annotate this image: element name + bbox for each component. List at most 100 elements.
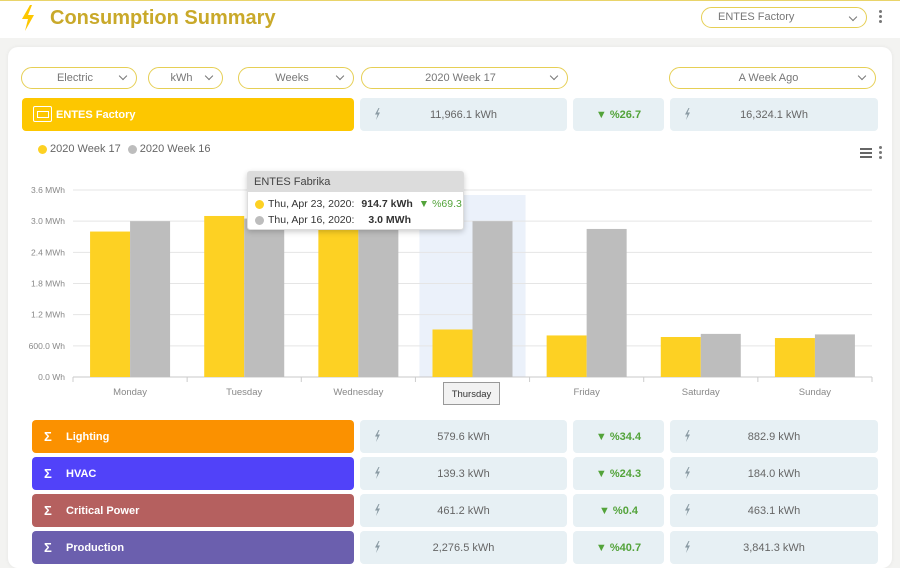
compare-value: A Week Ago <box>738 72 799 84</box>
kebab-menu-icon[interactable] <box>879 10 883 25</box>
legend-item-week16[interactable]: 2020 Week 16 <box>127 143 211 155</box>
unit-select[interactable]: kWh <box>148 67 223 89</box>
breakdown-change-value: ▼ %40.7 <box>595 542 642 554</box>
breakdown-change-cell: ▼ %0.4 <box>573 494 664 527</box>
tooltip-dot <box>255 215 264 225</box>
breakdown-previous-value: 3,841.3 kWh <box>743 542 805 554</box>
tooltip-dot <box>255 199 264 209</box>
x-tick-label: Wednesday <box>333 387 383 398</box>
y-tick-label: 600.0 Wh <box>29 341 66 351</box>
bar-week16 <box>358 222 399 377</box>
tooltip-line-previous: Thu, Apr 16, 2020: 3.0 MWh <box>255 214 411 226</box>
bar-week17 <box>774 338 815 377</box>
bar-week17 <box>318 222 359 377</box>
breakdown-label-cell[interactable]: Σ Lighting <box>32 420 354 453</box>
breakdown-current-value: 139.3 kWh <box>437 468 490 480</box>
sigma-icon: Σ <box>44 466 52 481</box>
breakdown-previous-value: 184.0 kWh <box>747 468 801 480</box>
breakdown-change-value: ▼ %34.4 <box>595 431 642 443</box>
bolt-icon <box>375 504 380 516</box>
week-value: 2020 Week 17 <box>425 72 496 84</box>
bar-week16 <box>700 333 741 377</box>
breakdown-change-value: ▼ %24.3 <box>595 468 642 480</box>
tooltip-line-current: Thu, Apr 23, 2020: 914.7 kWh ▼ %69.3 <box>255 198 462 210</box>
y-tick-label: 0.0 Wh <box>38 372 65 382</box>
tooltip-title: ENTES Fabrika <box>248 172 463 192</box>
factory-select-value: ENTES Factory <box>718 11 795 23</box>
chart-tooltip: ENTES Fabrika Thu, Apr 23, 2020: 914.7 k… <box>247 171 464 230</box>
kebab-menu-icon[interactable] <box>879 146 883 161</box>
bar-week16 <box>586 228 627 377</box>
factory-select[interactable]: ENTES Factory <box>701 7 867 28</box>
summary-previous-cell: 16,324.1 kWh <box>670 98 878 131</box>
summary-previous-value: 16,324.1 kWh <box>740 109 808 121</box>
y-tick-label: 3.6 MWh <box>31 185 65 195</box>
bolt-icon <box>685 430 690 442</box>
x-tick-label: Friday <box>573 387 600 398</box>
y-tick-label: 2.4 MWh <box>31 247 65 257</box>
x-axis-tooltip: Thursday <box>443 382 500 405</box>
top-bar: Consumption Summary ENTES Factory <box>0 0 900 38</box>
sigma-icon: Σ <box>44 503 52 518</box>
bolt-icon <box>685 541 690 553</box>
chart-legend: 2020 Week 17 2020 Week 16 <box>38 143 211 155</box>
unit-value: kWh <box>170 72 193 84</box>
summary-change-cell: ▼ %26.7 <box>573 98 664 131</box>
bolt-icon <box>375 108 380 120</box>
y-tick-label: 1.2 MWh <box>31 310 65 320</box>
bar-week16 <box>814 334 855 377</box>
bar-week17 <box>546 335 587 377</box>
sigma-icon: Σ <box>44 429 52 444</box>
breakdown-change-value: ▼ %0.4 <box>598 505 638 517</box>
summary-change-value: ▼ %26.7 <box>595 109 642 121</box>
bar-week16 <box>244 218 285 377</box>
breakdown-previous-cell: 463.1 kWh <box>670 494 878 527</box>
breakdown-change-cell: ▼ %34.4 <box>573 420 664 453</box>
y-tick-label: 1.8 MWh <box>31 279 65 289</box>
breakdown-previous-value: 882.9 kWh <box>747 431 801 443</box>
legend-label: 2020 Week 17 <box>50 143 121 155</box>
hamburger-menu-icon[interactable] <box>860 148 872 160</box>
breakdown-label: HVAC <box>66 468 97 480</box>
breakdown-label-cell[interactable]: Σ Production <box>32 531 354 564</box>
week-select[interactable]: 2020 Week 17 <box>361 67 568 89</box>
energy-type-select[interactable]: Electric <box>21 67 137 89</box>
breakdown-previous-cell: 3,841.3 kWh <box>670 531 878 564</box>
breakdown-current-cell: 2,276.5 kWh <box>360 531 567 564</box>
x-tick-label: Sunday <box>799 387 831 398</box>
tooltip-change: ▼ %69.3 <box>418 198 462 210</box>
x-tick-label: Monday <box>113 387 147 398</box>
tooltip-date: Thu, Apr 23, 2020: <box>268 198 355 210</box>
breakdown-label-cell[interactable]: Σ Critical Power <box>32 494 354 527</box>
summary-label-cell[interactable]: ENTES Factory <box>22 98 354 131</box>
bar-week17 <box>660 337 701 377</box>
breakdown-label: Production <box>66 542 125 554</box>
x-tick-label: Saturday <box>682 387 720 398</box>
breakdown-label-cell[interactable]: Σ HVAC <box>32 457 354 490</box>
bar-week17 <box>432 329 473 377</box>
breakdown-previous-cell: 184.0 kWh <box>670 457 878 490</box>
tooltip-value: 914.7 kWh <box>361 198 413 210</box>
legend-item-week17[interactable]: 2020 Week 17 <box>38 143 121 155</box>
breakdown-change-cell: ▼ %40.7 <box>573 531 664 564</box>
bolt-icon <box>375 467 380 479</box>
x-tick-label: Tuesday <box>226 387 262 398</box>
bar-week17 <box>90 231 131 377</box>
period-value: Weeks <box>275 72 309 84</box>
bolt-icon <box>375 430 380 442</box>
factory-icon <box>33 106 52 122</box>
bar-week16 <box>472 221 513 377</box>
bolt-icon <box>22 5 34 31</box>
sigma-icon: Σ <box>44 540 52 555</box>
y-tick-label: 3.0 MWh <box>31 216 65 226</box>
compare-select[interactable]: A Week Ago <box>669 67 876 89</box>
breakdown-current-cell: 139.3 kWh <box>360 457 567 490</box>
summary-label: ENTES Factory <box>56 109 136 121</box>
breakdown-previous-cell: 882.9 kWh <box>670 420 878 453</box>
bar-week17 <box>204 215 245 377</box>
tooltip-value: 3.0 MWh <box>368 214 411 226</box>
period-select[interactable]: Weeks <box>238 67 354 89</box>
consumption-chart: 0.0 Wh 600.0 Wh 1.2 MWh 1.8 MWh 2.4 MWh 3.0 M… <box>29 185 873 398</box>
tooltip-date: Thu, Apr 16, 2020: <box>268 214 355 226</box>
breakdown-current-value: 461.2 kWh <box>437 505 490 517</box>
